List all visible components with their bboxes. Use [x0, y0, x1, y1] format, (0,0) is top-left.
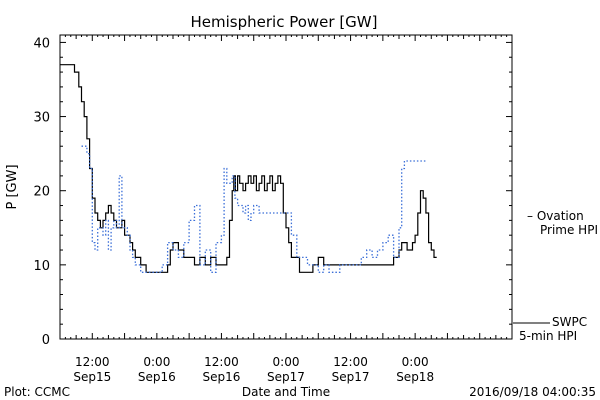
x-axis-label: Date and Time	[242, 385, 330, 399]
series-ovation-line	[81, 145, 426, 273]
footer-timestamp: 2016/09/18 04:00:35	[469, 385, 596, 399]
x-tick-date-label: Sep16	[202, 370, 240, 384]
y-tick-label: 40	[33, 36, 50, 51]
series-layer	[60, 64, 437, 273]
x-tick-time-label: 12:00	[75, 355, 110, 369]
x-tick-date-label: Sep15	[73, 370, 111, 384]
x-axis: 12:00Sep150:00Sep1612:00Sep160:00Sep1712…	[64, 35, 508, 384]
y-axis: 0 10 20 30 40	[33, 36, 512, 348]
x-tick-date-label: Sep16	[138, 370, 176, 384]
legend-swpc-label-1: SWPC	[552, 315, 587, 329]
x-tick-date-label: Sep18	[396, 370, 434, 384]
legend-swpc-label-2: 5-min HPI	[519, 329, 577, 343]
x-tick-time-label: 0:00	[402, 355, 429, 369]
y-tick-label: 0	[42, 333, 50, 348]
x-tick-date-label: Sep17	[332, 370, 370, 384]
y-tick-label: 10	[33, 259, 50, 274]
chart-title: Hemispheric Power [GW]	[191, 13, 378, 31]
legend-ovation-label-2: Prime HPI	[540, 223, 598, 237]
x-tick-date-label: Sep17	[267, 370, 305, 384]
legend-ovation-label-1: – Ovation	[527, 209, 584, 223]
x-tick-time-label: 12:00	[204, 355, 239, 369]
y-axis-label: P [GW]	[5, 164, 20, 209]
plot-area-frame	[59, 34, 513, 340]
y-tick-label: 30	[33, 111, 50, 126]
x-tick-time-label: 12:00	[333, 355, 368, 369]
footer-plot-credit: Plot: CCMC	[4, 385, 70, 399]
x-tick-time-label: 0:00	[143, 355, 170, 369]
y-tick-label: 20	[33, 185, 50, 200]
x-tick-time-label: 0:00	[273, 355, 300, 369]
series-swpc-line	[60, 64, 437, 273]
